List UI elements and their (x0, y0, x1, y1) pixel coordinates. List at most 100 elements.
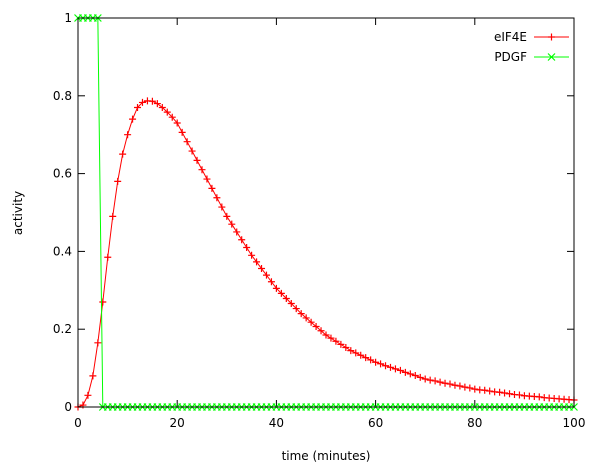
data-point (153, 100, 161, 108)
data-point (267, 278, 275, 286)
data-point (248, 251, 256, 259)
data-point (287, 300, 295, 308)
data-point (342, 343, 350, 351)
x-tick-label: 20 (170, 416, 185, 430)
data-point (506, 390, 514, 398)
data-point (238, 236, 246, 244)
data-point (94, 339, 102, 347)
data-point (347, 347, 355, 355)
data-point (243, 244, 251, 252)
y-tick-label: 0.4 (53, 244, 72, 258)
data-point (138, 98, 146, 106)
data-point (377, 360, 385, 368)
data-point (198, 166, 206, 174)
legend: eIF4E PDGF (494, 30, 569, 64)
data-point (272, 284, 280, 292)
data-point (451, 381, 459, 389)
data-point (109, 212, 117, 220)
data-point (406, 370, 414, 378)
x-tick-label: 0 (74, 416, 82, 430)
data-point (89, 372, 97, 380)
y-tick-label: 1 (64, 11, 72, 25)
data-point (515, 391, 523, 399)
data-point (277, 289, 285, 297)
x-axis-label: time (minutes) (282, 449, 371, 463)
data-point (535, 393, 543, 401)
data-point (421, 375, 429, 383)
data-point (307, 318, 315, 326)
data-point (168, 113, 176, 121)
data-point (496, 388, 504, 396)
data-point (158, 103, 166, 111)
y-tick-label: 0.2 (53, 322, 72, 336)
data-point (134, 103, 142, 111)
data-point (386, 363, 394, 371)
data-point (203, 175, 211, 183)
data-point (233, 228, 241, 236)
data-point (213, 194, 221, 202)
axis-ticks: 0 20 40 60 80 100 0 0.2 0.4 0.6 0.8 1 (53, 11, 586, 430)
data-point (431, 377, 439, 385)
data-point (258, 265, 266, 273)
y-tick-label: 0.6 (53, 167, 72, 181)
legend-marker (548, 33, 555, 41)
data-point (292, 305, 300, 313)
data-point (119, 150, 127, 158)
data-point (357, 351, 365, 359)
x-tick-label: 60 (368, 416, 383, 430)
legend-marker (547, 53, 556, 61)
data-point (337, 340, 345, 348)
data-point (302, 314, 310, 322)
data-point (228, 220, 236, 228)
plot-border (77, 17, 575, 408)
data-point (501, 389, 509, 397)
data-point (416, 373, 424, 381)
data-point (481, 386, 489, 394)
series-line-eif4e (77, 100, 575, 408)
data-point (173, 119, 181, 127)
data-point (193, 156, 201, 164)
data-point (367, 356, 375, 364)
data-point (312, 322, 320, 330)
data-point (148, 97, 156, 105)
data-point (262, 271, 270, 279)
data-point (391, 365, 399, 373)
series-pdgf (74, 14, 578, 411)
x-tick-label: 80 (467, 416, 482, 430)
data-point (401, 368, 409, 376)
data-point (188, 147, 196, 155)
data-point (396, 366, 404, 374)
data-point (99, 298, 107, 306)
series-eif4e (74, 97, 578, 411)
data-point (466, 384, 474, 392)
data-point (372, 358, 380, 366)
data-point (163, 108, 171, 116)
data-point (317, 327, 325, 335)
data-point (322, 331, 330, 339)
data-point (84, 391, 92, 399)
data-point (104, 253, 112, 261)
data-point (436, 378, 444, 386)
x-tick-label: 40 (269, 416, 284, 430)
data-point (456, 382, 464, 390)
data-point (461, 383, 469, 391)
data-point (382, 362, 390, 370)
legend-label: eIF4E (494, 30, 527, 44)
y-tick-label: 0.8 (53, 89, 72, 103)
data-point (178, 128, 186, 136)
data-point (327, 334, 335, 342)
data-point (223, 212, 231, 220)
data-point (282, 294, 290, 302)
data-point (471, 385, 479, 393)
data-point (114, 177, 122, 185)
data-point (124, 131, 132, 139)
data-point (446, 380, 454, 388)
data-point (441, 379, 449, 387)
data-point (129, 115, 137, 123)
x-tick-label: 100 (563, 416, 586, 430)
data-point (297, 310, 305, 318)
data-point (486, 387, 494, 395)
data-point (253, 258, 261, 266)
data-point (208, 184, 216, 192)
